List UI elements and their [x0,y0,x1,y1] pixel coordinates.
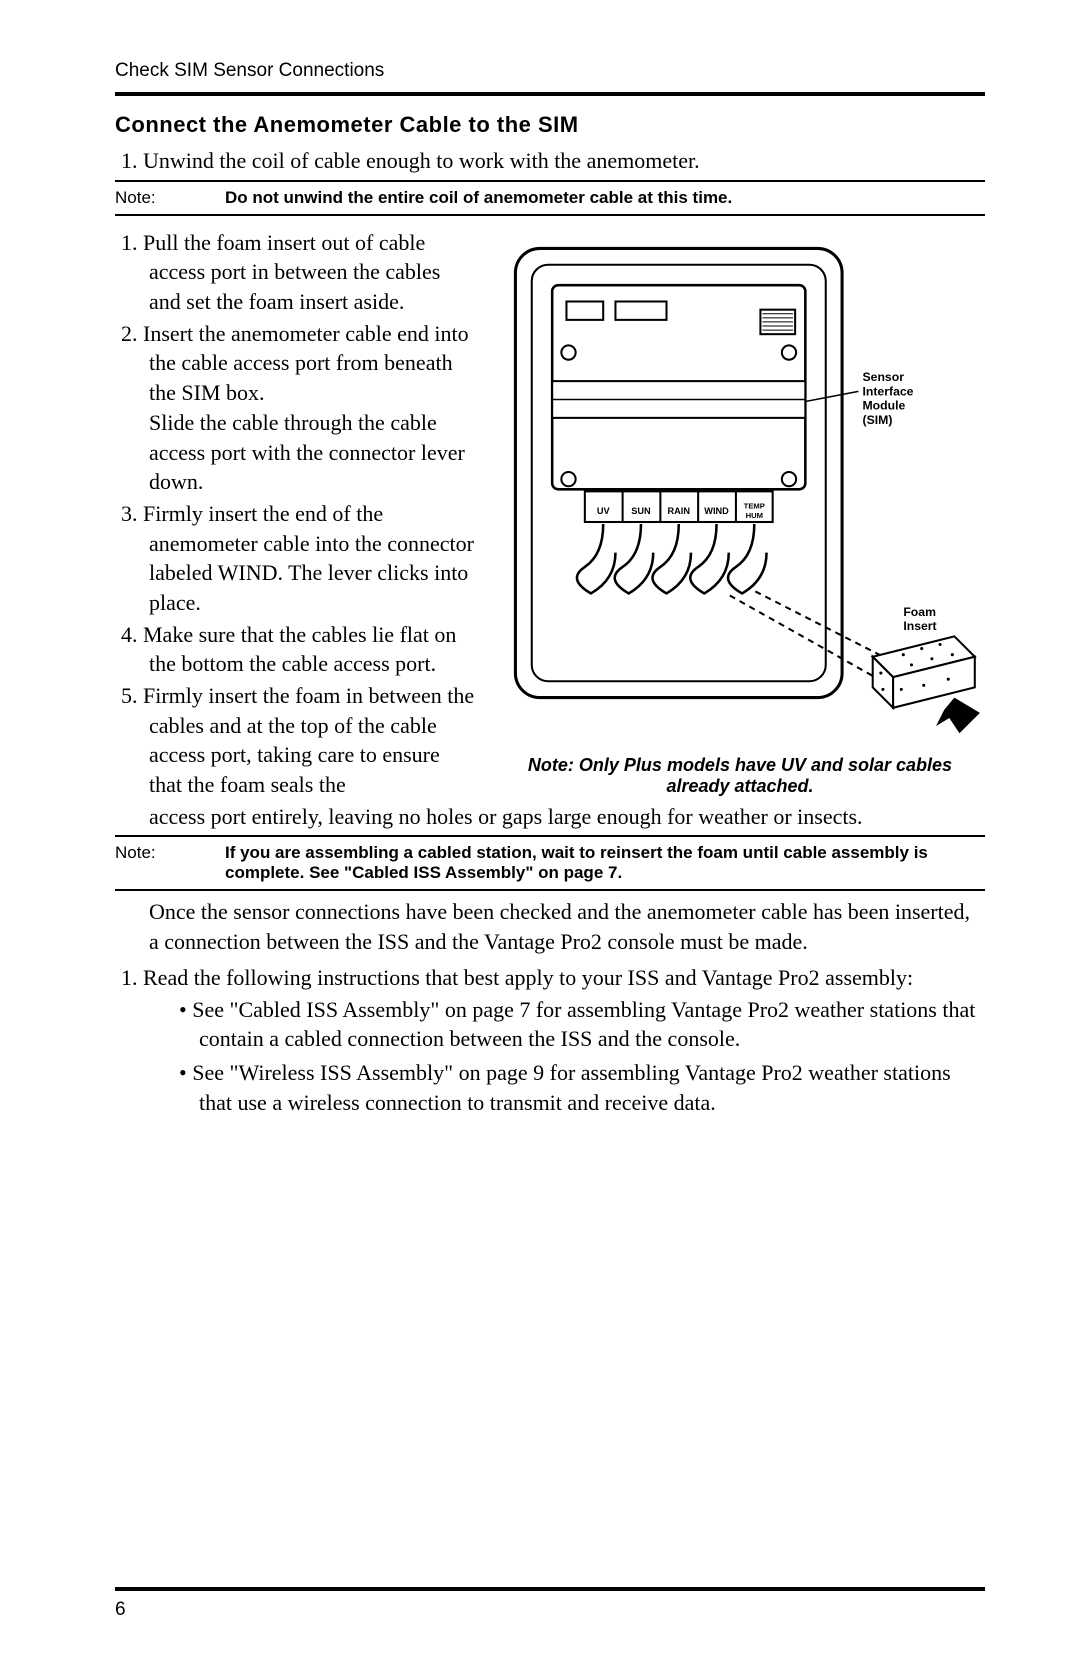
section-title: Connect the Anemometer Cable to the SIM [115,112,985,138]
step-7: Read the following instructions that bes… [115,963,985,993]
step-6: Firmly insert the foam in between the ca… [115,681,475,800]
step-5: Make sure that the cables lie flat on th… [115,620,475,679]
note2-rule-top [115,835,985,837]
note1-rule-bottom [115,214,985,216]
note2-rule-bottom [115,889,985,891]
svg-text:Sensor: Sensor [862,370,904,384]
step-2: Pull the foam insert out of cable access… [115,228,475,317]
note-label-2: Note: [115,843,225,883]
port-rain: RAIN [668,506,690,516]
svg-text:Module: Module [862,398,905,412]
step-3a: Insert the anemometer cable end into the… [143,321,469,405]
port-uv: UV [597,506,611,516]
step-3: Insert the anemometer cable end into the… [115,319,475,497]
svg-text:HUM: HUM [746,511,763,520]
running-head: Check SIM Sensor Connections [115,60,985,82]
step-1: Unwind the coil of cable enough to work … [115,146,985,176]
step-6-cont: access port entirely, leaving no holes o… [115,802,985,832]
port-wind: WIND [704,506,729,516]
note-1: Note: Do not unwind the entire coil of a… [115,186,985,210]
note-2-text: If you are assembling a cabled station, … [225,843,985,883]
paragraph-1: Once the sensor connections have been ch… [149,897,985,956]
note-1-text: Do not unwind the entire coil of anemome… [225,188,985,208]
note1-rule-top [115,180,985,182]
bullet-wireless: See "Wireless ISS Assembly" on page 9 fo… [179,1058,985,1117]
svg-text:Interface: Interface [862,384,913,398]
bullet-cabled: See "Cabled ISS Assembly" on page 7 for … [179,995,985,1054]
page-number: 6 [115,1599,126,1621]
note-label: Note: [115,188,225,208]
note-2: Note: If you are assembling a cabled sta… [115,841,985,885]
step-3b: Slide the cable through the cable access… [149,408,475,497]
rule-bottom [115,1587,985,1591]
figure-caption: Note: Only Plus models have UV and solar… [495,755,985,797]
step-4: Firmly insert the end of the anemometer … [115,499,475,618]
sim-diagram-svg: UV SUN RAIN WIND TEMP HUM [495,228,985,738]
svg-text:Insert: Insert [903,619,936,633]
sim-figure: UV SUN RAIN WIND TEMP HUM [495,228,985,797]
svg-text:Foam: Foam [903,605,936,619]
rule-top [115,92,985,96]
port-sun: SUN [631,506,650,516]
svg-text:TEMP: TEMP [744,501,765,510]
svg-text:(SIM): (SIM) [862,413,892,427]
